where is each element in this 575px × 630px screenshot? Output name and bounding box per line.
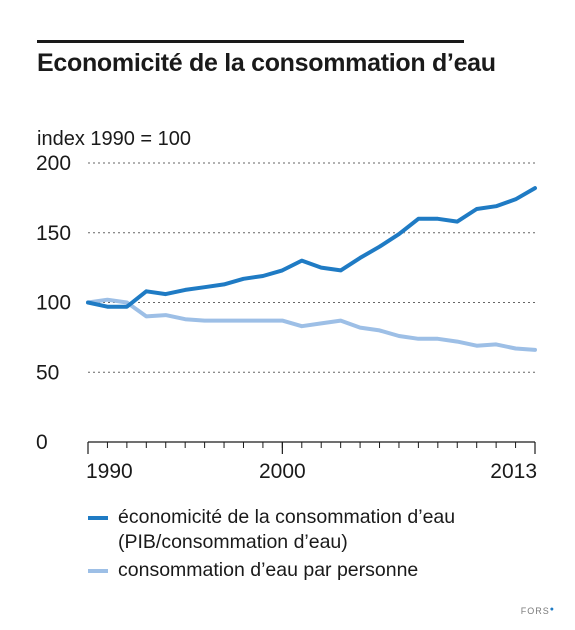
credit-text: FORS	[520, 606, 550, 616]
y-tick-label: 50	[36, 361, 59, 384]
y-tick-label: 100	[36, 292, 71, 315]
chart-title: Economicité de la consommation d’eau	[37, 49, 496, 77]
legend: économicité de la consommation d’eau (PI…	[88, 505, 455, 586]
source-credit: FORS●	[521, 606, 555, 616]
x-tick-label: 2013	[490, 460, 537, 483]
series-line-consumption-per-person	[86, 297, 537, 352]
legend-swatch-light-blue	[88, 569, 108, 573]
x-tick-label: 1990	[86, 460, 133, 483]
series-line-economicity	[86, 186, 537, 309]
y-tick-label: 0	[36, 431, 48, 454]
legend-swatch-dark-blue	[88, 516, 108, 520]
title-rule	[37, 40, 464, 43]
legend-item-economicity: économicité de la consommation d’eau (PI…	[88, 505, 455, 555]
y-tick-label: 200	[36, 152, 71, 175]
credit-dot-icon: ●	[549, 606, 555, 613]
legend-item-consumption-per-person: consommation d’eau par personne	[88, 558, 455, 583]
legend-label-economicity: économicité de la consommation d’eau (PI…	[118, 506, 456, 553]
x-tick-label: 2000	[259, 460, 306, 483]
y-axis-unit-label: index 1990 = 100	[37, 128, 192, 150]
y-tick-label: 150	[36, 222, 71, 245]
legend-label-consumption-per-person: consommation d’eau par personne	[118, 559, 419, 581]
